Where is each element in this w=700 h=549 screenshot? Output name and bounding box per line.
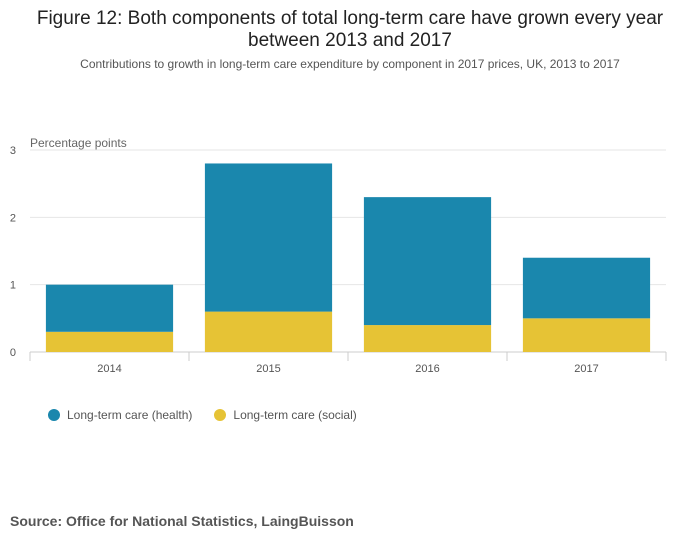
bar-social-2016 <box>363 325 492 352</box>
legend: Long-term care (health) Long-term care (… <box>48 408 379 422</box>
bar-social-2017 <box>522 318 651 352</box>
legend-label-social: Long-term care (social) <box>233 408 357 422</box>
bar-health-2015 <box>204 163 333 312</box>
chart-title: Figure 12: Both components of total long… <box>36 8 664 51</box>
bar-health-2017 <box>522 257 651 319</box>
x-tick-label: 2015 <box>256 363 280 375</box>
y-tick-label: 1 <box>10 280 16 292</box>
bar-social-2014 <box>45 331 174 352</box>
legend-item-health[interactable]: Long-term care (health) <box>48 408 192 422</box>
bar-health-2014 <box>45 284 174 332</box>
y-tick-label: 2 <box>10 212 16 224</box>
legend-marker-health <box>48 409 60 421</box>
x-tick-label: 2017 <box>574 363 598 375</box>
chart-subtitle: Contributions to growth in long-term car… <box>80 57 620 71</box>
source-note: Source: Office for National Statistics, … <box>10 513 354 529</box>
legend-marker-social <box>214 409 227 421</box>
x-tick-label: 2016 <box>415 363 439 375</box>
legend-item-social[interactable]: Long-term care (social) <box>214 408 357 422</box>
bar-social-2015 <box>204 311 333 352</box>
legend-label-health: Long-term care (health) <box>67 408 193 422</box>
bar-health-2016 <box>363 197 492 326</box>
y-tick-label: 3 <box>10 145 16 157</box>
y-tick-label: 0 <box>10 347 16 359</box>
x-tick-label: 2014 <box>97 363 121 375</box>
y-axis-label: Percentage points <box>30 136 127 150</box>
